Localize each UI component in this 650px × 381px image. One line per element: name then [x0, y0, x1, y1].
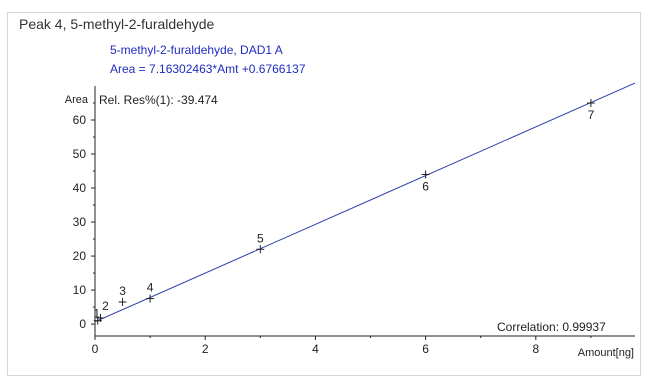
- x-tick-label: 8: [532, 342, 539, 356]
- calibration-panel: Peak 4, 5-methyl-2-furaldehyde: [7, 12, 641, 376]
- correlation-text: Correlation: 0.99937: [497, 320, 606, 334]
- data-point-label: 2: [102, 299, 109, 313]
- x-tick-label: 2: [202, 342, 209, 356]
- y-tick-label: 50: [73, 147, 87, 161]
- data-point-label: 3: [119, 284, 126, 298]
- chart-title: 5-methyl-2-furaldehyde, DAD1 A: [110, 43, 283, 57]
- panel-title: Peak 4, 5-methyl-2-furaldehyde: [19, 16, 215, 32]
- y-tick-label: 30: [73, 215, 87, 229]
- x-tick-label: 6: [422, 342, 429, 356]
- fit-equation: Area = 7.16302463*Amt +0.6766137: [110, 62, 306, 76]
- y-tick-label: 60: [73, 113, 87, 127]
- y-axis-label: Area: [65, 94, 89, 106]
- y-tick-label: 20: [73, 249, 87, 263]
- y-tick-label: 40: [73, 181, 87, 195]
- y-tick-label: 0: [79, 317, 86, 331]
- rel-res-text: Rel. Res%(1): -39.474: [99, 93, 218, 107]
- data-point-label: 6: [422, 179, 429, 193]
- x-tick-label: 4: [312, 342, 319, 356]
- y-tick-label: 10: [73, 283, 87, 297]
- x-tick-label: 0: [92, 342, 99, 356]
- x-axis-label: Amount[ng]: [578, 347, 634, 359]
- data-point-label: 1: [93, 307, 100, 321]
- data-point-label: 7: [588, 108, 595, 122]
- fit-line: [94, 82, 636, 323]
- data-point-label: 4: [147, 281, 154, 295]
- data-point-label: 5: [257, 231, 264, 245]
